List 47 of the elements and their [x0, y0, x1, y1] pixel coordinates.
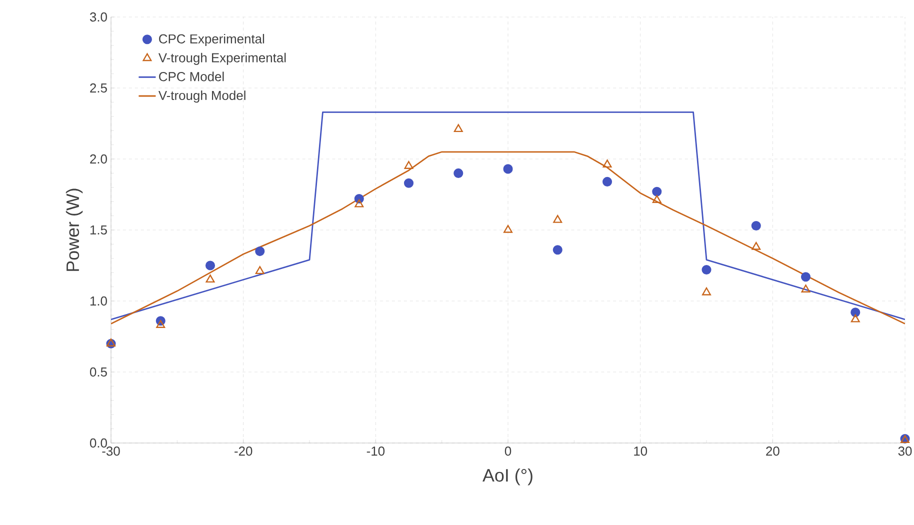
y-tick-label: 0.0 [90, 438, 107, 448]
y-tick-label: 2.5 [90, 83, 107, 93]
point [752, 242, 761, 250]
point [602, 176, 612, 186]
point [404, 161, 414, 169]
point [850, 314, 860, 322]
legend-label: CPC Model [159, 72, 224, 82]
legend-label: V-trough Model [158, 90, 246, 103]
point [553, 214, 562, 223]
point [552, 245, 562, 255]
legend-label: CPC Experimental [159, 34, 264, 46]
x-tick-label: 10 [634, 446, 648, 456]
point [801, 284, 810, 292]
point [751, 220, 761, 231]
point [702, 287, 711, 296]
y-tick-label: 1.5 [90, 225, 107, 235]
point [206, 274, 215, 283]
y-tick-label: 0.5 [90, 367, 107, 377]
y-tick-label: 2.0 [90, 154, 107, 164]
point [354, 199, 364, 208]
point [702, 264, 712, 275]
x-tick-label: 0 [504, 446, 512, 456]
point [503, 164, 513, 174]
point [404, 178, 414, 188]
point [156, 320, 166, 328]
x-axis-title: AoI (°) [482, 468, 532, 486]
point [205, 260, 216, 270]
legend-label: V-trough Experimental [158, 52, 286, 65]
point [850, 308, 860, 318]
x-tick-label: -30 [102, 446, 120, 456]
point [454, 124, 463, 132]
point [602, 160, 612, 168]
point [800, 272, 811, 282]
point [255, 246, 265, 256]
line-series [111, 151, 906, 324]
x-tick-label: 30 [898, 446, 912, 456]
x-tick-label: 20 [766, 446, 780, 456]
point [652, 195, 662, 204]
point [255, 266, 264, 274]
y-axis-title: Power (W) [66, 188, 83, 271]
y-tick-label: 3.0 [90, 12, 107, 22]
point [652, 186, 662, 196]
point [504, 224, 512, 233]
y-tick-label: 1.0 [90, 296, 107, 306]
point [454, 168, 464, 178]
x-tick-label: -20 [234, 446, 252, 456]
x-tick-label: -10 [366, 446, 385, 456]
